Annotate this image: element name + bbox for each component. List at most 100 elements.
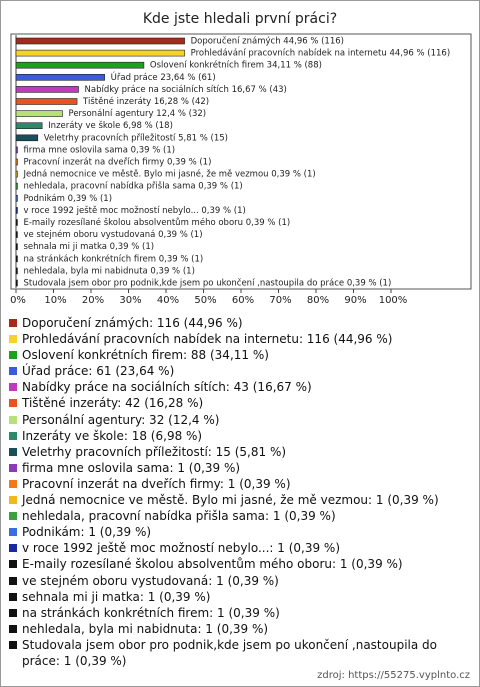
legend-item: Inzeráty ve škole: 18 (6,98 %) [9, 428, 449, 444]
legend-item: Tištěné inzeráty: 42 (16,28 %) [9, 395, 449, 411]
legend-item: Úřad práce: 61 (23,64 %) [9, 363, 449, 379]
legend-swatch [9, 367, 17, 376]
legend-label: Pracovní inzerát na dveřích firmy: 1 (0,… [22, 476, 291, 491]
bar [15, 98, 78, 105]
legend-item: firma mne oslovila sama: 1 (0,39 %) [9, 460, 449, 476]
legend-label: Studovala jsem obor pro podnik,kde jsem … [22, 637, 437, 668]
legend-label: na stránkách konkrétních firem: 1 (0,39 … [22, 605, 280, 620]
bar [15, 86, 79, 93]
bar [15, 61, 145, 69]
bar-label: Pracovní inzerát na dveřích firmy 0,39 %… [23, 158, 211, 168]
legend-item: Pracovní inzerát na dveřích firmy: 1 (0,… [9, 476, 449, 492]
legend-swatch [9, 528, 17, 537]
bar [15, 170, 18, 178]
legend-swatch [9, 463, 17, 472]
bar-label: sehnala mi ji matka 0,39 % (1) [23, 242, 154, 252]
x-tick-label: 50% [194, 295, 216, 306]
chart: Kde jste hledali první práci? 0% 10% 20% 30… [10, 11, 472, 306]
bar [15, 122, 43, 129]
legend-swatch [9, 640, 17, 649]
bar-label: Nabídky práce na sociálních sítích 16,67… [85, 85, 287, 95]
bar-label: Podnikám 0,39 % (1) [23, 194, 112, 204]
legend-swatch [9, 335, 17, 344]
x-tick-label: 20% [82, 295, 104, 306]
legend-item: v roce 1992 ještě moc možností nebylo...… [9, 540, 449, 556]
bar-label: nehledala, byla mi nabidnuta 0,39 % (1) [23, 266, 194, 276]
bar-label: Úřad práce 23,64 % (61) [111, 71, 216, 83]
legend-swatch [9, 608, 17, 617]
legend-swatch [9, 383, 17, 392]
bar-label: ve stejném oboru vystudovaná 0,39 % (1) [23, 229, 202, 240]
chart-title: Kde jste hledali první práci? [143, 11, 337, 27]
bar-label: Jedná nemocnice ve městě. Bylo mi jasné,… [22, 169, 315, 180]
bar [15, 219, 18, 226]
legend-item: nehledala, byla mi nabidnuta: 1 (0,39 %) [9, 621, 449, 637]
legend-label: nehledala, pracovní nabídka přišla sama:… [22, 509, 336, 524]
bar [15, 74, 105, 81]
bar [15, 37, 185, 45]
legend-item: E-maily rozesílané školou absolventům mé… [9, 556, 449, 572]
legend-item: na stránkách konkrétních firem: 1 (0,39 … [9, 605, 449, 621]
legend-swatch [9, 576, 17, 585]
bar [15, 267, 18, 275]
x-tick-label: 10% [44, 295, 66, 306]
legend-item: Oslovení konkrétních firem: 88 (34,11 %) [9, 347, 449, 363]
legend-label: v roce 1992 ještě moc možností nebylo...… [22, 541, 340, 556]
bar [15, 146, 18, 154]
legend-item: nehledala, pracovní nabídka přišla sama:… [9, 508, 449, 524]
legend-item: Prohledávání pracovních nabídek na inter… [9, 331, 449, 347]
x-tick-label: 100% [379, 295, 408, 306]
legend-swatch [9, 496, 17, 505]
bar [15, 182, 18, 190]
legend-label: Prohledávání pracovních nabídek na inter… [22, 332, 393, 347]
bar-label: E-maily rozesílané školou absolventům mé… [23, 217, 290, 228]
bar-label: Prohledávání pracovních nabídek na inter… [191, 49, 451, 59]
source: zdroj: https://55275.vyplnto.cz [317, 670, 470, 681]
legend-swatch [9, 415, 17, 424]
x-tick-label: 0% [10, 295, 26, 306]
legend-label: Podnikám: 1 (0,39 %) [22, 525, 152, 540]
legend-item: Personální agentury: 32 (12,4 %) [9, 412, 449, 428]
bar-label: Oslovení konkrétních firem 34,11 % (88) [150, 60, 322, 71]
bar-label: Tištěné inzeráty 16,28 % (42) [82, 96, 209, 107]
x-tick-label: 30% [119, 295, 141, 306]
bar [15, 49, 185, 57]
bar-label: Studovala jsem obor pro podnik,kde jsem … [23, 278, 391, 289]
legend-item: Jedná nemocnice ve městě. Bylo mi jasné,… [9, 492, 449, 508]
bar [15, 195, 18, 202]
legend-item: Veletrhy pracovních příležitostí: 15 (5,… [9, 444, 449, 460]
legend-label: Jedná nemocnice ve městě. Bylo mi jasné,… [22, 493, 439, 508]
legend-label: ve stejném oboru vystudovaná: 1 (0,39 %) [22, 573, 279, 588]
legend-label: Nabídky práce na sociálních sítích: 43 (… [22, 380, 312, 395]
legend-item: Podnikám: 1 (0,39 %) [9, 524, 449, 540]
legend-label: firma mne oslovila sama: 1 (0,39 %) [22, 460, 241, 475]
legend-swatch [9, 319, 17, 327]
legend-label: sehnala mi ji matka: 1 (0,39 %) [22, 589, 211, 604]
bar-label: na stránkách konkrétních firem 0,39 % (1… [23, 253, 203, 264]
legend-label: Inzeráty ve škole: 18 (6,98 %) [22, 428, 203, 443]
legend-label: Veletrhy pracovních příležitostí: 15 (5,… [22, 444, 287, 459]
bar [15, 279, 18, 287]
bar-label: Veletrhy pracovních příležitostí 5,81 % … [44, 133, 228, 143]
legend-swatch [9, 351, 17, 360]
x-tick-label: 60% [232, 295, 254, 306]
bar [15, 231, 18, 238]
legend-item: ve stejném oboru vystudovaná: 1 (0,39 %) [9, 573, 449, 589]
legend-item: Doporučení známých: 116 (44,96 %) [9, 315, 449, 331]
legend-swatch [9, 399, 17, 408]
legend-label: E-maily rozesílané školou absolventům mé… [22, 557, 403, 572]
bar-label: nehledala, pracovní nabídka přišla sama … [23, 181, 242, 192]
legend-item: sehnala mi ji matka: 1 (0,39 %) [9, 589, 449, 605]
legend: Doporučení známých: 116 (44,96 %) Prohled… [9, 315, 449, 669]
bar [15, 255, 18, 263]
bar-label: firma mne oslovila sama 0,39 % (1) [23, 145, 175, 155]
bar [15, 158, 18, 166]
x-tick-label: 80% [307, 295, 329, 306]
legend-label: Tištěné inzeráty: 42 (16,28 %) [22, 396, 204, 411]
legend-swatch [9, 512, 17, 521]
legend-swatch [9, 624, 17, 633]
bar-label: Doporučení známých 44,96 % (116) [191, 36, 344, 47]
legend-item: Nabídky práce na sociálních sítích: 43 (… [9, 379, 449, 395]
bar [15, 134, 39, 142]
